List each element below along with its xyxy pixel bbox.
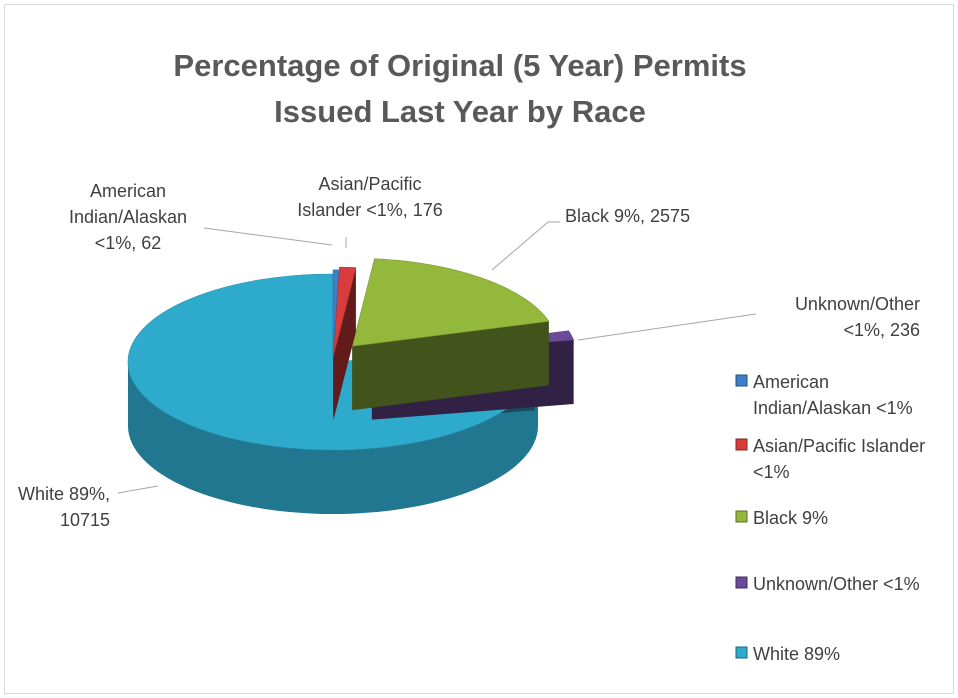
slice-asian-pacific-islander-1 [333, 266, 357, 420]
slice-label-asian-pacific-islander-1: Asian/Pacific Islander <1%, 176 [297, 174, 443, 220]
slice-black-9 [351, 258, 550, 411]
legend-label: American Indian/Alaskan <1% [753, 372, 913, 418]
legend-swatch [735, 374, 748, 387]
legend-label: Asian/Pacific Islander <1% [753, 436, 925, 482]
chart-title: Percentage of Original (5 Year) Permits … [35, 43, 885, 135]
legend-item-american-indian-alaskan-1: American Indian/Alaskan <1% [735, 372, 913, 418]
chart-title-line-1: Percentage of Original (5 Year) Permits [173, 48, 747, 83]
chart-frame: Percentage of Original (5 Year) Permits … [4, 4, 954, 694]
slice-side [352, 321, 549, 411]
slice-top [333, 266, 357, 356]
slice-label-american-indian-alaskan-1: American Indian/Alaskan <1%, 62 [69, 181, 187, 253]
legend-label: White 89% [753, 644, 840, 664]
legend-swatch [735, 438, 748, 451]
leader-line [117, 485, 159, 494]
slice-side [333, 267, 356, 420]
leader-line [577, 313, 757, 341]
pie-slices [127, 258, 575, 514]
slice-label-white-89: White 89%, 10715 [18, 484, 110, 530]
legend-swatch [735, 510, 748, 523]
slice-labels: American Indian/Alaskan <1%, 62 Asian/Pacif… [18, 174, 920, 530]
leader-line [491, 221, 560, 271]
legend-label: Unknown/Other <1% [753, 574, 920, 594]
legend-swatch [735, 646, 748, 659]
leader-lines [117, 221, 757, 494]
slice-label-black-9: Black 9%, 2575 [565, 206, 690, 226]
chart-title-line-2: Issued Last Year by Race [274, 94, 646, 129]
legend-swatch [735, 576, 748, 589]
slice-top [351, 258, 550, 347]
legend-item-asian-pacific-islander-1: Asian/Pacific Islander <1% [735, 436, 925, 482]
legend-item-black-9: Black 9% [735, 508, 828, 528]
legend-item-white-89: White 89% [735, 644, 840, 664]
slice-top [332, 269, 340, 358]
slice-wall [128, 362, 538, 514]
leader-line [203, 227, 333, 246]
legend: American Indian/Alaskan <1% Asian/Pacific … [735, 372, 925, 664]
slice-label-unknown-other-1: Unknown/Other <1%, 236 [795, 294, 920, 340]
legend-label: Black 9% [753, 508, 828, 528]
legend-item-unknown-other-1: Unknown/Other <1% [735, 574, 920, 594]
